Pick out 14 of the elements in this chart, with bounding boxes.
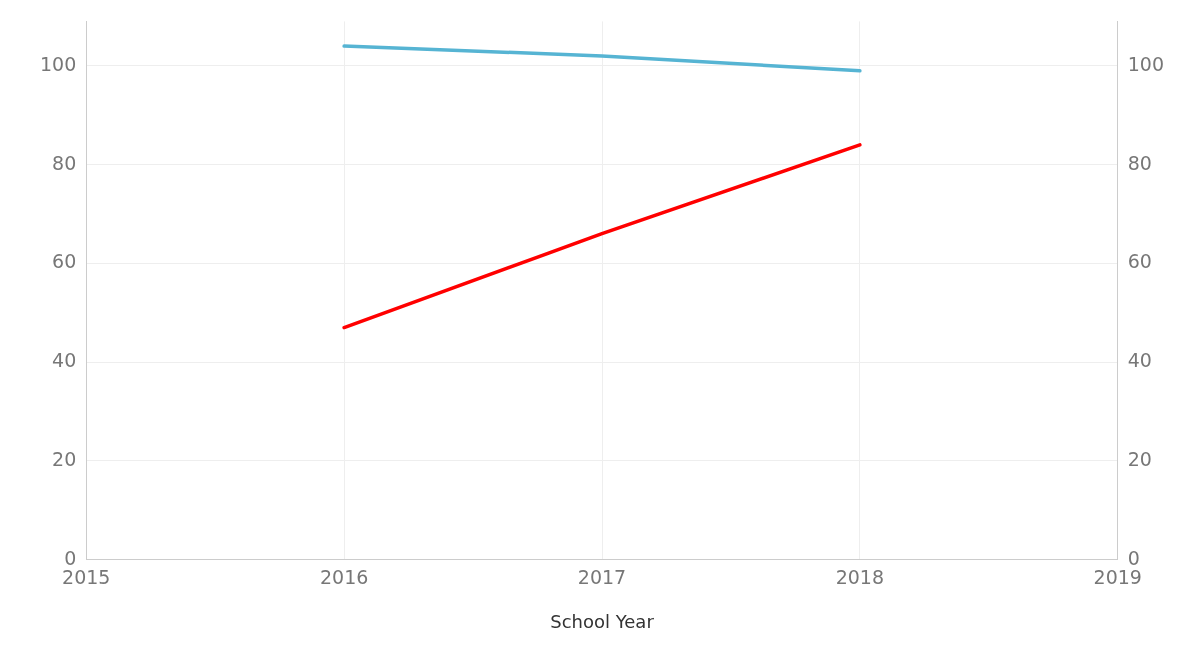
y2-tick-label: 60 [1127, 250, 1152, 273]
y2-tick-label: 20 [1127, 447, 1152, 470]
y-tick-label: 80 [52, 151, 77, 174]
y-tick-label: 60 [52, 250, 77, 273]
x-tick-label: 2016 [319, 565, 369, 588]
y-tick-label: 40 [52, 349, 77, 372]
y2-tick-label: 40 [1127, 349, 1152, 372]
y-tick-label: 100 [40, 52, 77, 75]
y-tick-label: 20 [52, 447, 77, 470]
x-tick-label: 2018 [835, 565, 885, 588]
x-axis-title: School Year [550, 610, 655, 632]
x-tick-label: 2017 [577, 565, 627, 588]
y2-tick-label: 80 [1127, 151, 1152, 174]
y2-tick-label: 100 [1127, 52, 1164, 75]
